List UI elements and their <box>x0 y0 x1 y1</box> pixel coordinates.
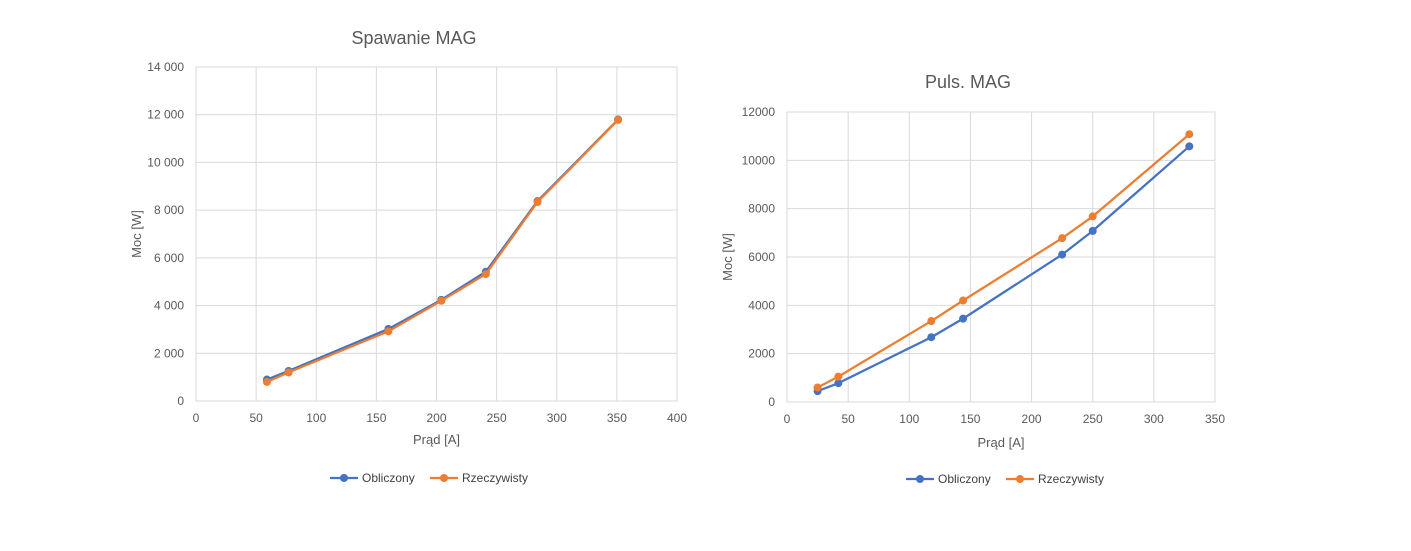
chart-title: Puls. MAG <box>925 72 1011 92</box>
data-point-rzeczywisty <box>384 327 393 336</box>
data-point-rzeczywisty <box>1058 234 1067 243</box>
y-tick-label: 14 000 <box>147 60 184 74</box>
chart-title: Spawanie MAG <box>351 28 476 48</box>
x-tick-label: 400 <box>667 411 687 425</box>
legend-label: Rzeczywisty <box>1038 472 1104 486</box>
data-point-obliczony <box>1185 142 1194 151</box>
data-point-rzeczywisty <box>481 270 490 279</box>
legend-swatch-marker <box>1016 475 1024 483</box>
y-tick-label: 0 <box>768 395 775 409</box>
data-point-obliczony <box>927 333 936 342</box>
x-tick-label: 50 <box>841 412 855 426</box>
x-tick-label: 200 <box>1022 412 1042 426</box>
x-tick-label: 300 <box>1144 412 1164 426</box>
legend-item-rzeczywisty: Rzeczywisty <box>430 471 528 485</box>
x-tick-label: 100 <box>899 412 919 426</box>
data-point-rzeczywisty <box>834 372 843 381</box>
legend-swatch-marker <box>916 475 924 483</box>
legend-swatch-marker <box>440 474 448 482</box>
series-line-rzeczywisty <box>265 118 620 384</box>
series-line-rzeczywisty <box>816 133 1191 389</box>
data-point-rzeczywisty <box>284 368 293 377</box>
y-tick-label: 4000 <box>748 298 775 312</box>
data-point-rzeczywisty <box>813 383 822 392</box>
x-tick-label: 350 <box>1205 412 1225 426</box>
legend-label: Rzeczywisty <box>462 471 528 485</box>
data-point-obliczony <box>834 379 843 388</box>
y-tick-label: 10000 <box>742 153 776 167</box>
y-axis-label: Moc [W] <box>129 210 144 258</box>
x-tick-label: 200 <box>426 411 446 425</box>
legend-item-obliczony: Obliczony <box>906 472 991 486</box>
x-tick-label: 250 <box>1083 412 1103 426</box>
x-tick-label: 150 <box>366 411 386 425</box>
y-tick-label: 6000 <box>748 250 775 264</box>
y-tick-label: 2 000 <box>154 346 184 360</box>
y-tick-label: 12 000 <box>147 108 184 122</box>
data-point-obliczony <box>959 314 968 323</box>
data-point-rzeczywisty <box>959 296 968 305</box>
y-tick-label: 8000 <box>748 202 775 216</box>
x-axis-label: Prąd [A] <box>978 435 1025 450</box>
data-point-rzeczywisty <box>1185 130 1194 139</box>
y-tick-label: 6 000 <box>154 251 184 265</box>
y-tick-label: 8 000 <box>154 203 184 217</box>
legend-item-rzeczywisty: Rzeczywisty <box>1006 472 1104 486</box>
x-tick-label: 50 <box>249 411 263 425</box>
data-point-rzeczywisty <box>437 296 446 305</box>
chart-puls-mag: 0 50 100 150 200 250 300 350 0 2000 4000 6000 8000 10… <box>720 72 1225 486</box>
data-point-rzeczywisty <box>1088 212 1097 221</box>
legend-item-obliczony: Obliczony <box>330 471 415 485</box>
legend-swatch-marker <box>340 474 348 482</box>
x-axis-label: Prąd [A] <box>413 432 460 447</box>
y-tick-label: 0 <box>177 394 184 408</box>
x-tick-label: 0 <box>193 411 200 425</box>
chart-spawanie-mag: 0 50 100 150 200 250 300 350 400 0 2 000 4 000 6 000… <box>129 28 687 485</box>
data-point-rzeczywisty <box>614 115 623 124</box>
data-point-obliczony <box>1058 250 1067 259</box>
data-point-obliczony <box>1088 226 1097 235</box>
data-point-rzeczywisty <box>927 317 936 326</box>
legend: Obliczony Rzeczywisty <box>330 471 528 485</box>
y-tick-label: 2000 <box>748 347 775 361</box>
y-tick-label: 10 000 <box>147 155 184 169</box>
x-tick-label: 150 <box>960 412 980 426</box>
legend: Obliczony Rzeczywisty <box>906 472 1104 486</box>
y-tick-label: 12000 <box>742 105 776 119</box>
x-tick-label: 0 <box>784 412 791 426</box>
x-tick-label: 300 <box>547 411 567 425</box>
data-point-rzeczywisty <box>533 198 542 207</box>
y-tick-label: 4 000 <box>154 299 184 313</box>
legend-label: Obliczony <box>362 471 415 485</box>
series-line-obliczony <box>265 118 620 381</box>
data-point-rzeczywisty <box>262 377 271 386</box>
legend-label: Obliczony <box>938 472 991 486</box>
x-tick-label: 350 <box>607 411 627 425</box>
x-tick-label: 250 <box>487 411 507 425</box>
x-tick-label: 100 <box>306 411 326 425</box>
y-axis-label: Moc [W] <box>720 233 735 281</box>
